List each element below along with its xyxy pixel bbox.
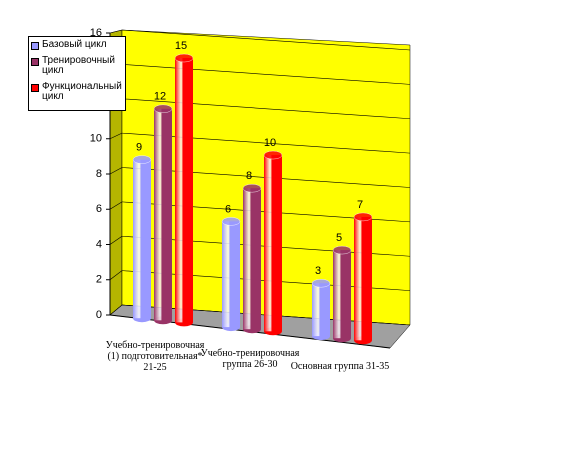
- bar: [354, 216, 372, 341]
- bar: [133, 159, 151, 319]
- value-label: 10: [264, 137, 276, 149]
- bar-cap: [153, 104, 173, 114]
- bar-cap: [332, 245, 352, 255]
- grid-line: [109, 29, 123, 34]
- grid-line: [121, 64, 411, 85]
- bar: [264, 155, 282, 332]
- grid-line: [109, 167, 123, 175]
- legend: Базовый цикл Тренировочный цикл Функционал…: [28, 36, 126, 111]
- bar-cap: [242, 183, 262, 193]
- y-tick-label: 2: [96, 274, 102, 286]
- bar: [175, 58, 193, 323]
- grid-line: [109, 304, 123, 316]
- value-label: 8: [246, 170, 252, 182]
- y-tick-label: 8: [96, 168, 102, 180]
- legend-swatch: [31, 42, 39, 50]
- bar: [154, 108, 172, 321]
- category-label: Основная группа 31-35: [290, 361, 390, 372]
- bar: [333, 250, 351, 339]
- category-label: Учебно-тренировочная группа 26-30: [200, 348, 300, 370]
- bar: [312, 283, 330, 337]
- y-tick-label: 4: [96, 238, 102, 250]
- legend-item: Функциональный цикл: [31, 82, 123, 102]
- value-label: 3: [315, 265, 321, 277]
- bar-cap: [221, 217, 241, 226]
- value-label: 9: [136, 141, 142, 153]
- value-label: 6: [225, 203, 231, 215]
- y-tick-label: 0: [96, 309, 102, 321]
- grid-line: [121, 29, 411, 51]
- category-label: Учебно-тренировочная (1) подготовительна…: [105, 340, 205, 373]
- grid-line: [121, 98, 411, 120]
- value-label: 12: [154, 91, 166, 103]
- value-label: 7: [357, 199, 363, 211]
- legend-item: Тренировочный цикл: [31, 56, 123, 76]
- legend-label: Базовый цикл: [42, 39, 107, 50]
- y-tick-label: 10: [90, 133, 102, 145]
- bar-cap: [353, 212, 373, 222]
- y-tick-label: 6: [96, 203, 102, 215]
- legend-label: Тренировочный цикл: [42, 55, 115, 76]
- grid-line: [109, 132, 123, 140]
- y-tick-label: 16: [90, 27, 102, 39]
- value-label: 15: [175, 40, 187, 52]
- grid-line: [109, 236, 123, 245]
- legend-item: Базовый цикл: [31, 40, 123, 50]
- legend-swatch: [31, 58, 39, 66]
- legend-swatch: [31, 84, 39, 92]
- grid-line: [109, 201, 123, 210]
- bar-cap: [174, 53, 194, 63]
- bar-cap: [132, 155, 152, 164]
- bar-cap: [263, 150, 283, 160]
- bar: [222, 221, 240, 328]
- value-label: 5: [336, 232, 342, 244]
- legend-label: Функциональный цикл: [42, 81, 122, 102]
- grid-line: [109, 270, 123, 280]
- bar: [243, 188, 261, 330]
- bar-cap: [311, 279, 331, 288]
